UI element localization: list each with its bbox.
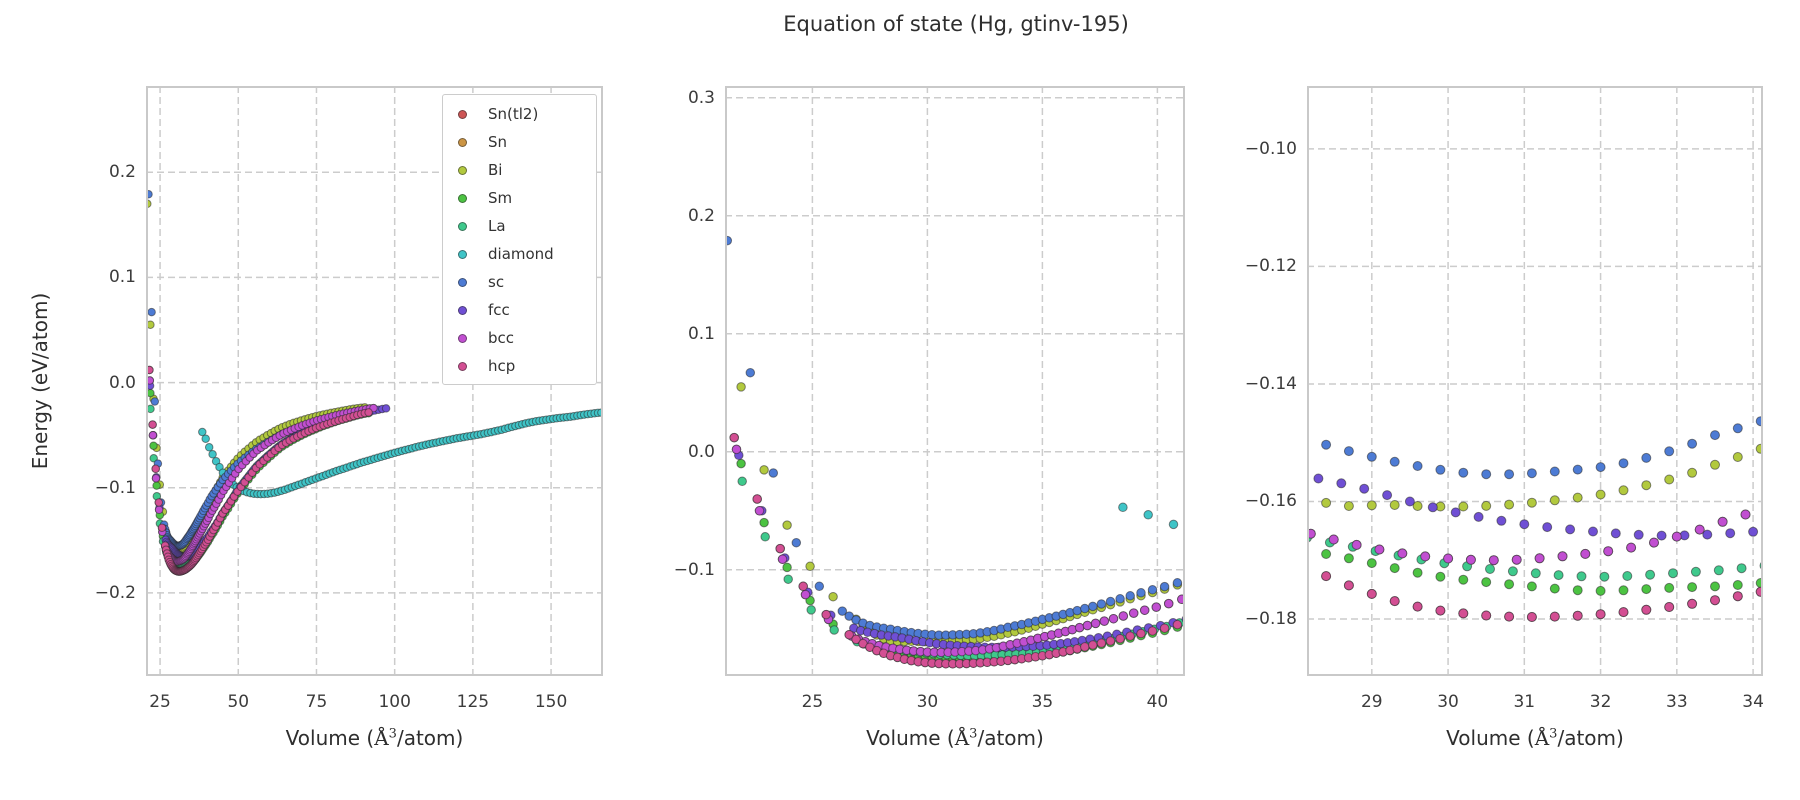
y-tick-label: 0.2: [108, 162, 136, 183]
series-hcp: [1307, 561, 1763, 622]
x-tick-label: 125: [456, 692, 490, 712]
series-hcp: [729, 432, 1183, 669]
grid-lines: [1307, 86, 1763, 676]
angstrom-symbol: Å: [374, 726, 389, 750]
grid-lines: [725, 86, 1185, 676]
angstrom-symbol: Å: [1534, 726, 1550, 750]
y-tick-label: −0.18: [1244, 608, 1297, 629]
x-axis-label-1: Volume (Å3/atom): [285, 726, 464, 750]
series-sc: [1307, 416, 1763, 480]
legend-label: Sn: [488, 133, 508, 151]
y-tick-label: 0.0: [687, 441, 715, 462]
axes-spines: [1307, 86, 1763, 676]
legend-label: Sn(tl2): [488, 105, 539, 123]
subplot-minimum-region: [725, 86, 1185, 676]
y-tick-label: −0.10: [1244, 138, 1297, 159]
x-tick-label: 29: [1360, 692, 1383, 712]
y-tick-label: −0.16: [1244, 491, 1297, 512]
legend-marker-icon: [458, 305, 467, 315]
x-axis-label-3: Volume (Å3/atom): [1446, 726, 1624, 750]
legend-item: Sm: [443, 184, 596, 212]
x-tick-label: 40: [1146, 692, 1169, 712]
x-tick-label: 30: [916, 692, 939, 712]
series-sc: [725, 235, 1183, 640]
series-bcc: [731, 444, 1185, 658]
y-tick-label: −0.14: [1244, 373, 1297, 394]
legend-label: bcc: [488, 329, 515, 347]
x-tick-label: 150: [534, 692, 568, 712]
x-tick-label: 30: [1437, 692, 1459, 712]
y-tick-label: 0.1: [687, 323, 715, 344]
x-tick-label: 25: [149, 692, 171, 712]
series-Bi: [146, 199, 370, 557]
x-tick-label: 50: [227, 692, 250, 712]
y-tick-label: 0.0: [108, 372, 136, 393]
legend-marker-icon: [458, 221, 467, 231]
figure-title: Equation of state (Hg, gtinv-195): [783, 12, 1129, 36]
legend-item: hcp: [443, 352, 596, 380]
plot-canvas-overview: [146, 86, 603, 676]
legend-marker-icon: [458, 333, 467, 343]
y-tick-label: −0.12: [1244, 256, 1297, 277]
x-axis-label-2: Volume (Å3/atom): [866, 726, 1044, 750]
series-diamond: [198, 408, 603, 499]
plot-canvas-minimum-region: [725, 86, 1185, 676]
legend-item: Sn(tl2): [443, 100, 596, 128]
series-Bi: [736, 382, 1183, 647]
x-tick-label: 100: [378, 692, 411, 712]
series-bcc: [1307, 509, 1751, 566]
x-tick-label: 33: [1666, 692, 1688, 712]
plot-canvas-fine-detail: [1307, 86, 1763, 676]
legend-item: bcc: [443, 324, 596, 352]
legend-label: fcc: [488, 301, 510, 319]
legend-item: fcc: [443, 296, 596, 324]
y-tick-label: 0.2: [687, 205, 715, 226]
series-fcc: [734, 450, 1185, 653]
x-tick-label: 31: [1513, 692, 1536, 712]
legend-marker-icon: [458, 361, 467, 371]
legend-marker-icon: [458, 193, 467, 203]
x-tick-label: 32: [1589, 692, 1612, 712]
y-tick-label: 0.3: [687, 87, 715, 108]
y-tick-label: 0.1: [108, 267, 136, 288]
subplot-fine-detail: [1307, 86, 1763, 676]
legend-label: La: [488, 217, 506, 235]
legend-marker-icon: [458, 137, 467, 147]
legend-marker-icon: [458, 109, 467, 119]
legend-marker-icon: [458, 277, 467, 287]
legend-label: Bi: [488, 161, 503, 179]
series-hcp: [146, 365, 373, 576]
legend-label: hcp: [488, 357, 516, 375]
axes-spines: [725, 86, 1185, 676]
x-tick-label: 25: [801, 692, 824, 712]
legend-item: La: [443, 212, 596, 240]
series-fcc: [1313, 473, 1759, 541]
legend-label: diamond: [488, 245, 554, 263]
y-axis-label: Energy (eV/atom): [28, 292, 52, 470]
legend-label: sc: [488, 273, 505, 291]
legend-label: Sm: [488, 189, 513, 207]
legend: Sn(tl2) Sn Bi Sm La diamond sc fcc bcc hcp: [442, 94, 597, 385]
series-Bi: [1307, 443, 1763, 512]
legend-item: diamond: [443, 240, 596, 268]
axes-spines: [146, 86, 603, 676]
x-tick-label: 35: [1031, 692, 1054, 712]
angstrom-symbol: Å: [954, 726, 970, 750]
legend-marker-icon: [458, 249, 467, 259]
y-tick-label: −0.2: [94, 582, 136, 603]
x-tick-label: 34: [1742, 692, 1764, 712]
legend-item: sc: [443, 268, 596, 296]
y-tick-label: −0.1: [673, 559, 715, 580]
x-tick-label: 75: [305, 692, 328, 712]
y-tick-label: −0.1: [94, 477, 136, 498]
series-Sn: [731, 444, 1185, 658]
series-diamond: [1118, 502, 1179, 530]
legend-item: Bi: [443, 156, 596, 184]
legend-item: Sn: [443, 128, 596, 156]
legend-marker-icon: [458, 165, 467, 175]
